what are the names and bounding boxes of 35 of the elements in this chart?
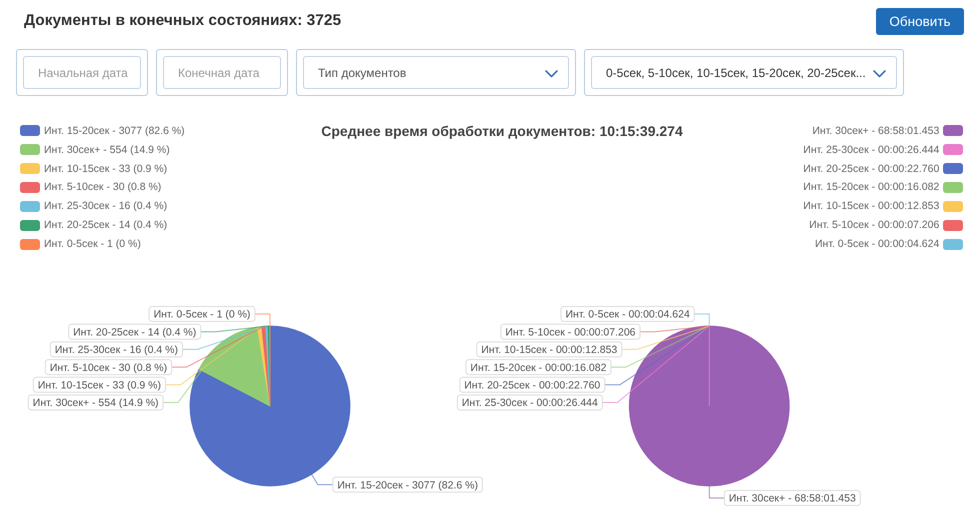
legend-label: Инт. 5-10сек - 30 (0.8 %) [44,181,162,194]
dropdown-field: 0-5сек, 5-10сек, 10-15сек, 15-20сек, 20-25сек... [591,56,897,89]
slice-label: Инт. 0-5сек - 1 (0 %) [154,308,250,321]
slice-label: Инт. 30сек+ - 68:58:01.453 [728,492,856,505]
category-label: Инт. 15-20сек - 00:00:16.082 [470,362,606,374]
category-label: Инт. 10-15сек - 00:00:12.853 [481,344,618,356]
dropdown-field: Тип документов [303,56,569,89]
category-label: Инт. 0-5сек - 00:00:04.624 [565,308,690,321]
date-field: Начальная дата [23,56,141,89]
category-label: Инт. 20-25сек - 00:00:22.760 [464,379,600,392]
legend-label: Инт. 10-15сек - 00:00:12.853 [803,200,940,212]
slice-label: Инт. 15-20сек - 3077 (82.6 %) [337,479,478,492]
legend-label: Инт. 0-5сек - 1 (0 %) [44,238,141,250]
slice-label: Инт. 20-25сек - 14 (0.4 %) [73,326,196,338]
legend-label: Инт. 25-30сек - 00:00:26.444 [803,144,940,156]
slice-label: Инт. 25-30сек - 16 (0.4 %) [54,344,178,356]
legend-label: Инт. 30сек+ - 68:58:01.453 [812,124,940,137]
legend-label: Инт. 15-20сек - 3077 (82.6 %) [44,124,185,137]
slice-label: Инт. 10-15сек - 33 (0.9 %) [38,379,161,392]
button: Обновить [876,8,964,35]
legend-label: Инт. 15-20сек - 00:00:16.082 [803,181,940,194]
legend-label: Инт. 5-10сек - 00:00:07.206 [809,219,940,232]
legend-label: Инт. 25-30сек - 16 (0.4 %) [44,200,168,212]
text: Документы в конечных состояниях: 3725 [24,11,342,31]
slice-label: Инт. 25-30сек - 00:00:26.444 [462,397,598,410]
legend-label: Инт. 10-15сек - 33 (0.9 %) [44,162,168,174]
date-field: Конечная дата [163,56,281,89]
legend-label: Инт. 30сек+ - 554 (14.9 %) [44,144,170,156]
legend-label: Инт. 20-25сек - 00:00:22.760 [803,162,940,174]
category-label: Инт. 5-10сек - 00:00:07.206 [505,326,636,338]
legend-label: Инт. 20-25сек - 14 (0.4 %) [44,219,168,232]
legend-label: Инт. 0-5сек - 00:00:04.624 [814,238,940,250]
slice-label: Инт. 30сек+ - 554 (14.9 %) [32,397,159,410]
slice-label: Инт. 5-10сек - 30 (0.8 %) [50,362,168,374]
chart-title: Среднее время обработки документов: 10:15:39.274 [321,122,683,140]
